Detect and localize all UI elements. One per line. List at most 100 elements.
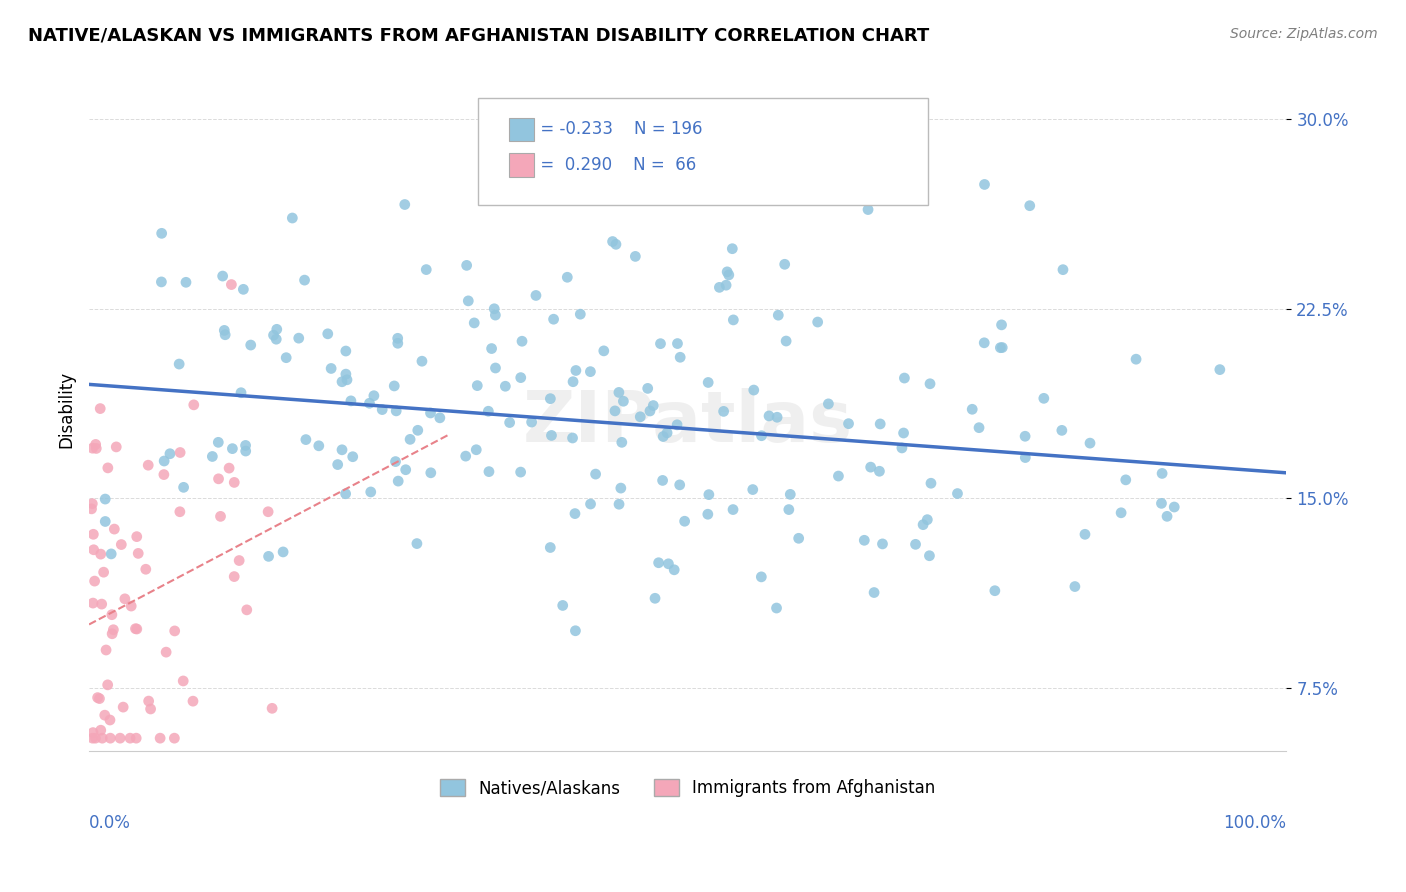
Point <box>484 301 506 316</box>
Point <box>540 428 562 442</box>
Point <box>262 701 284 715</box>
Point <box>605 237 627 252</box>
Point <box>610 435 633 450</box>
Point <box>124 622 146 636</box>
Point <box>714 278 737 293</box>
Point <box>481 342 503 356</box>
Text: Source: ZipAtlas.com: Source: ZipAtlas.com <box>1230 27 1378 41</box>
Text: R =  0.290    N =  66: R = 0.290 N = 66 <box>513 156 696 174</box>
Point <box>103 623 125 637</box>
Point <box>209 509 232 524</box>
Point <box>281 211 304 225</box>
Point <box>183 398 205 412</box>
Point <box>652 429 675 443</box>
Point <box>330 375 353 389</box>
Point <box>80 501 103 516</box>
Point <box>207 435 229 450</box>
Point <box>82 725 104 739</box>
Point <box>607 497 630 511</box>
Point <box>321 361 343 376</box>
Point <box>271 545 294 559</box>
Point <box>484 308 506 322</box>
Point <box>94 708 117 723</box>
Point <box>363 389 385 403</box>
Point <box>125 731 148 746</box>
Point <box>114 591 136 606</box>
Point <box>697 376 720 390</box>
Point <box>120 731 142 746</box>
Text: NATIVE/ALASKAN VS IMMIGRANTS FROM AFGHANISTAN DISABILITY CORRELATION CHART: NATIVE/ALASKAN VS IMMIGRANTS FROM AFGHAN… <box>28 27 929 45</box>
Legend: Natives/Alaskans, Immigrants from Afghanistan: Natives/Alaskans, Immigrants from Afghan… <box>433 772 942 804</box>
Point <box>94 491 117 506</box>
Point <box>650 336 672 351</box>
Point <box>201 450 224 464</box>
Point <box>395 463 418 477</box>
Point <box>673 514 696 528</box>
Point <box>696 507 718 521</box>
Point <box>330 442 353 457</box>
Point <box>135 562 157 576</box>
Point <box>1018 199 1040 213</box>
Point <box>221 277 243 292</box>
Point <box>211 268 233 283</box>
Point <box>859 460 882 475</box>
Point <box>406 536 429 550</box>
Point <box>717 268 740 282</box>
Point <box>477 404 499 418</box>
Point <box>657 557 679 571</box>
Point <box>872 537 894 551</box>
Point <box>713 404 735 418</box>
Point <box>592 343 614 358</box>
Point <box>555 270 578 285</box>
Point <box>84 731 107 746</box>
Point <box>335 344 357 359</box>
Point <box>520 415 543 429</box>
Point <box>136 458 159 473</box>
Point <box>153 467 176 482</box>
Point <box>1209 362 1232 376</box>
Point <box>465 378 488 392</box>
Point <box>768 308 790 322</box>
Point <box>984 583 1007 598</box>
Point <box>868 464 890 478</box>
Point <box>82 731 104 746</box>
Point <box>564 507 586 521</box>
Point <box>94 643 117 657</box>
Point <box>1032 392 1054 406</box>
Point <box>721 242 744 256</box>
Point <box>456 259 478 273</box>
Point <box>946 486 969 500</box>
Point <box>415 262 437 277</box>
Point <box>787 531 810 545</box>
Point <box>509 465 531 479</box>
Point <box>918 549 941 563</box>
Point <box>387 336 409 351</box>
Point <box>628 409 651 424</box>
Point <box>326 458 349 472</box>
Point <box>83 542 105 557</box>
Point <box>779 487 801 501</box>
Point <box>150 275 173 289</box>
Point <box>294 273 316 287</box>
Y-axis label: Disability: Disability <box>58 371 75 448</box>
Point <box>83 574 105 588</box>
Point <box>624 249 647 263</box>
Point <box>229 385 252 400</box>
Point <box>263 328 285 343</box>
Point <box>239 338 262 352</box>
Point <box>406 423 429 437</box>
Point <box>169 445 191 459</box>
Point <box>1014 450 1036 465</box>
Text: 100.0%: 100.0% <box>1223 814 1286 832</box>
Point <box>1109 506 1132 520</box>
Point <box>308 439 330 453</box>
Point <box>97 678 120 692</box>
Point <box>138 694 160 708</box>
Point <box>655 425 678 440</box>
Point <box>181 694 204 708</box>
Point <box>853 533 876 548</box>
Point <box>602 235 624 249</box>
Point <box>82 497 104 511</box>
Point <box>607 385 630 400</box>
Point <box>384 454 406 468</box>
